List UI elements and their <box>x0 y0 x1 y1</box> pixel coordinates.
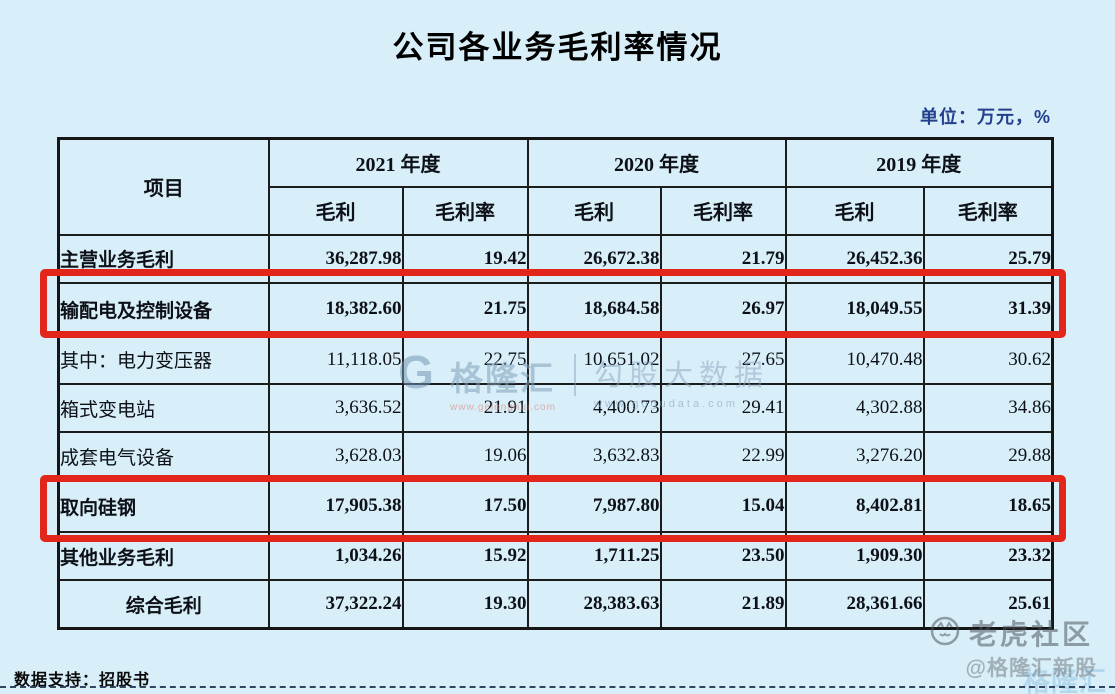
cell-value: 11,118.05 <box>267 334 404 386</box>
table-row: 箱式变电站 3,636.52 21.91 4,400.73 29.41 4,30… <box>57 383 1054 433</box>
table-row-highlighted: 输配电及控制设备 18,382.60 21.75 18,684.58 26.97… <box>57 282 1054 337</box>
cell-value: 19.06 <box>401 430 529 482</box>
header-year-2019: 2019 年度 <box>784 137 1054 188</box>
header-2021-gross: 毛利 <box>267 185 404 236</box>
cell-value: 26,452.36 <box>784 233 925 285</box>
gelonghui-overlay-watermark: 格隆汇 <box>1023 667 1107 694</box>
gelonghui-handle-watermark: @格隆汇新股 <box>965 657 1097 680</box>
row-label: 综合毛利 <box>57 579 270 630</box>
bottom-dashed-divider <box>0 686 1115 688</box>
cell-value: 19.30 <box>401 579 529 630</box>
cell-value: 22.75 <box>401 334 529 386</box>
cell-value: 25.61 <box>922 579 1054 630</box>
cell-value: 21.91 <box>401 383 529 433</box>
cell-value: 3,276.20 <box>784 430 925 482</box>
header-year-2020: 2020 年度 <box>526 137 787 188</box>
row-label: 输配电及控制设备 <box>57 282 270 337</box>
cell-value: 19.42 <box>401 233 529 285</box>
row-label: 主营业务毛利 <box>57 233 270 285</box>
cell-value: 4,400.73 <box>526 383 662 433</box>
table-row: 其他业务毛利 1,034.26 15.92 1,711.25 23.50 1,9… <box>57 531 1054 582</box>
cell-value: 28,383.63 <box>526 579 662 630</box>
header-row-subcols: 毛利 毛利率 毛利 毛利率 毛利 毛利率 <box>59 185 1054 236</box>
cell-value: 26.97 <box>659 282 787 337</box>
row-label: 箱式变电站 <box>57 383 270 433</box>
cell-value: 30.62 <box>922 334 1054 386</box>
cell-value: 34.86 <box>922 383 1054 433</box>
cell-value: 17.50 <box>401 479 529 534</box>
cell-value: 3,628.03 <box>267 430 404 482</box>
header-2020-margin: 毛利率 <box>659 185 787 236</box>
cell-value: 18.65 <box>922 479 1054 534</box>
cell-value: 23.50 <box>659 531 787 582</box>
cell-value: 37,322.24 <box>267 579 404 630</box>
cell-value: 29.41 <box>659 383 787 433</box>
cell-value: 29.88 <box>922 430 1054 482</box>
cell-value: 4,302.88 <box>784 383 925 433</box>
header-item: 项目 <box>57 137 270 236</box>
cell-value: 21.75 <box>401 282 529 337</box>
header-2021-margin: 毛利率 <box>401 185 529 236</box>
source-note: 数据支持：招股书 <box>14 672 151 689</box>
cell-value: 21.89 <box>659 579 787 630</box>
cell-value: 31.39 <box>922 282 1054 337</box>
page-title: 公司各业务毛利率情况 <box>392 30 723 65</box>
header-2019-gross: 毛利 <box>784 185 925 236</box>
row-label: 其他业务毛利 <box>57 531 270 582</box>
table-row: 成套电气设备 3,628.03 19.06 3,632.83 22.99 3,2… <box>57 430 1054 482</box>
cell-value: 23.32 <box>922 531 1054 582</box>
row-label: 成套电气设备 <box>57 430 270 482</box>
header-year-2021: 2021 年度 <box>267 137 529 188</box>
cell-value: 36,287.98 <box>267 233 404 285</box>
cell-value: 10,470.48 <box>784 334 925 386</box>
cell-value: 18,684.58 <box>526 282 662 337</box>
header-2019-margin: 毛利率 <box>922 185 1054 236</box>
gross-margin-table: 项目 2021 年度 2020 年度 2019 年度 毛利 毛利率 毛利 毛利率… <box>57 137 1054 630</box>
cell-value: 1,034.26 <box>267 531 404 582</box>
cell-value: 27.65 <box>659 334 787 386</box>
row-label: 其中：电力变压器 <box>57 334 270 386</box>
cell-value: 1,909.30 <box>784 531 925 582</box>
header-row-years: 项目 2021 年度 2020 年度 2019 年度 <box>57 137 1054 236</box>
cell-value: 25.79 <box>922 233 1054 285</box>
unit-note: 单位：万元，% <box>919 107 1051 127</box>
cell-value: 1,711.25 <box>526 531 662 582</box>
cell-value: 26,672.38 <box>526 233 662 285</box>
cell-value: 3,632.83 <box>526 430 662 482</box>
row-label: 取向硅钢 <box>57 479 270 534</box>
cell-value: 17,905.38 <box>267 479 404 534</box>
cell-value: 28,361.66 <box>784 579 925 630</box>
cell-value: 15.92 <box>401 531 529 582</box>
cell-value: 3,636.52 <box>267 383 404 433</box>
cell-value: 8,402.81 <box>784 479 925 534</box>
header-2020-gross: 毛利 <box>526 185 662 236</box>
table-row: 其中：电力变压器 11,118.05 22.75 10,651.02 27.65… <box>57 334 1054 386</box>
cell-value: 15.04 <box>659 479 787 534</box>
cell-value: 18,049.55 <box>784 282 925 337</box>
table-row-total: 综合毛利 37,322.24 19.30 28,383.63 21.89 28,… <box>57 579 1054 630</box>
cell-value: 21.79 <box>659 233 787 285</box>
cell-value: 7,987.80 <box>526 479 662 534</box>
cell-value: 10,651.02 <box>526 334 662 386</box>
table-row-highlighted: 取向硅钢 17,905.38 17.50 7,987.80 15.04 8,40… <box>57 479 1054 534</box>
cell-value: 22.99 <box>659 430 787 482</box>
table-row: 主营业务毛利 36,287.98 19.42 26,672.38 21.79 2… <box>57 233 1054 285</box>
cell-value: 18,382.60 <box>267 282 404 337</box>
